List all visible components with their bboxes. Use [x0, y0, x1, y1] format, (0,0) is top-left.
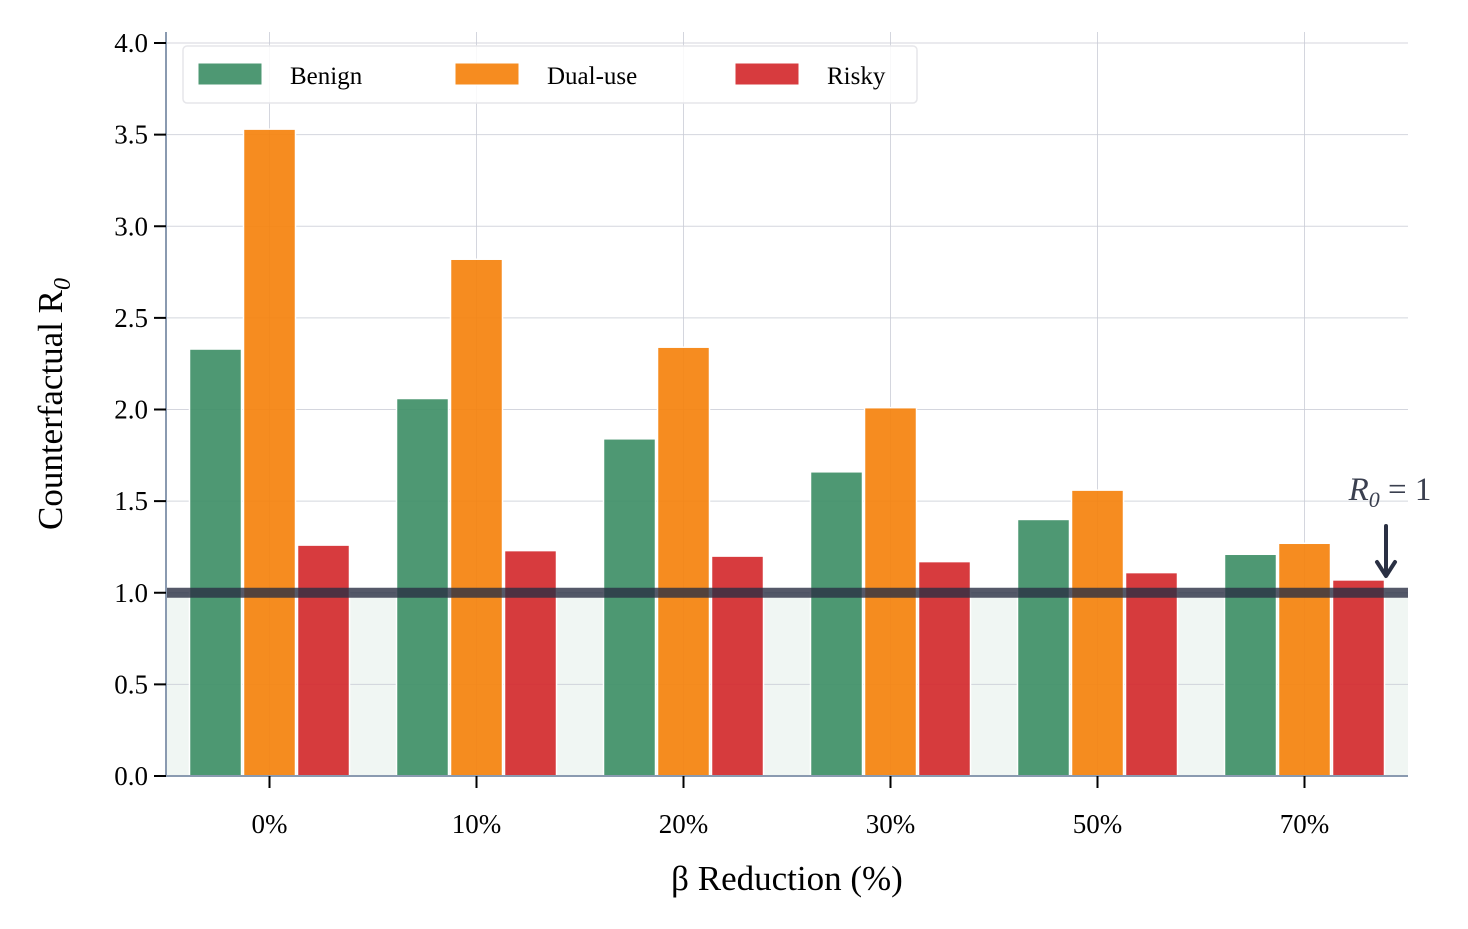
legend-swatch-benign — [197, 62, 263, 86]
y-ticks: 0.0 0.5 1.0 1.5 2.0 2.5 3.0 3.5 4.0 — [114, 28, 166, 791]
bar-benign-0 — [188, 348, 243, 777]
y-axis-label-subscript: 0 — [50, 278, 76, 290]
x-tick-label: 20% — [659, 809, 709, 839]
bar-risky-1 — [503, 549, 558, 777]
bar-dual-use-2 — [656, 346, 711, 777]
x-tick-label: 10% — [452, 809, 502, 839]
y-tick-label: 2.0 — [114, 395, 148, 425]
bar-dual-use-1 — [449, 258, 504, 777]
legend-label-risky: Risky — [827, 63, 886, 90]
legend-label-benign: Benign — [290, 63, 363, 90]
x-tick-label: 70% — [1280, 809, 1330, 839]
legend-swatch-risky — [734, 62, 800, 86]
y-tick-label: 3.5 — [114, 120, 148, 150]
y-tick-label: 3.0 — [114, 211, 148, 241]
x-tick-label: 50% — [1073, 809, 1123, 839]
y-tick-label: 0.0 — [114, 761, 148, 791]
y-tick-label: 1.5 — [114, 486, 148, 516]
y-tick-label: 4.0 — [114, 28, 148, 58]
annotation: R0 = 1 — [1348, 472, 1432, 578]
bar-benign-3 — [809, 471, 864, 777]
bar-dual-use-5 — [1277, 542, 1332, 777]
annotation-arrow-icon — [1375, 524, 1397, 578]
x-ticks: 0% 10% 20% 30% 50% 70% — [252, 776, 1330, 839]
legend: Benign Dual-use Risky — [182, 45, 918, 104]
x-tick-label: 0% — [252, 809, 288, 839]
legend-label-dual-use: Dual-use — [547, 63, 637, 90]
annotation-r: R — [1348, 472, 1369, 508]
y-axis-label-main: Counterfactual R — [31, 289, 70, 530]
bar-dual-use-0 — [242, 128, 297, 777]
bar-benign-2 — [602, 438, 657, 777]
legend-swatch-dual-use — [454, 62, 520, 86]
bar-risky-4 — [1124, 571, 1179, 777]
bar-risky-5 — [1331, 579, 1386, 777]
annotation-rest: = 1 — [1380, 472, 1432, 508]
bar-benign-5 — [1223, 553, 1278, 777]
x-tick-label: 30% — [866, 809, 916, 839]
legend-box — [182, 45, 918, 104]
y-tick-label: 1.0 — [114, 578, 148, 608]
bar-dual-use-4 — [1070, 489, 1125, 777]
svg-text:Counterfactual R0: Counterfactual R0 — [31, 278, 76, 530]
axes — [165, 32, 1408, 777]
annotation-subscript: 0 — [1369, 487, 1380, 512]
y-axis-label: Counterfactual R0 — [31, 278, 76, 530]
svg-text:R0 = 1: R0 = 1 — [1348, 472, 1432, 512]
y-tick-label: 0.5 — [114, 669, 148, 699]
bar-benign-4 — [1016, 518, 1071, 777]
y-tick-label: 2.5 — [114, 303, 148, 333]
bar-benign-1 — [395, 397, 450, 777]
bar-risky-0 — [296, 544, 351, 777]
x-axis-label: β Reduction (%) — [671, 859, 903, 898]
